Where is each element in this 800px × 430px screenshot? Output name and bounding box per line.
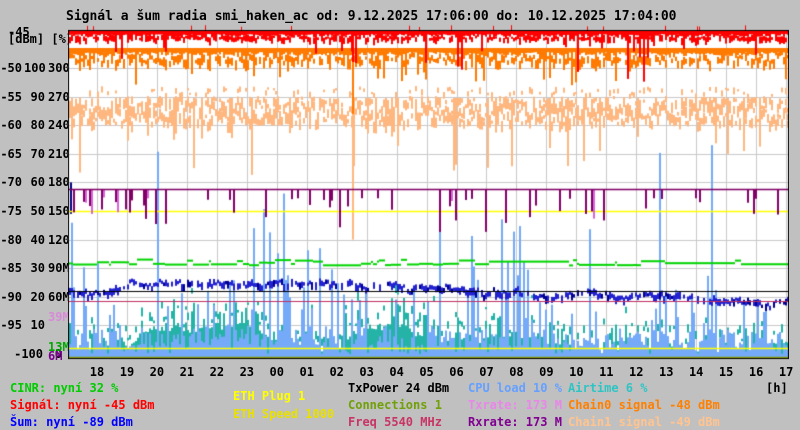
legend-rxrate: Rxrate: 173 M — [468, 415, 562, 429]
x-axis-tick-04: 04 — [389, 365, 404, 379]
legend-eth-speed: ETH Speed 1000 — [233, 407, 335, 421]
legend-connections: Connections 1 — [348, 398, 442, 412]
x-axis-tick-22: 22 — [209, 365, 225, 379]
legend-cinr: CINR: nyní 32 % — [10, 381, 119, 395]
legend-txrate: Txrate: 173 M — [468, 398, 562, 412]
x-axis-tick-05: 05 — [419, 365, 434, 379]
legend-hour-unit: [h] — [766, 381, 788, 395]
x-axis-tick-23: 23 — [239, 365, 255, 379]
y-axis-row: -85 30 90M — [0, 261, 70, 275]
y-axis-row: -55 90 270M — [0, 90, 77, 104]
legend-signal: Signál: nyní -45 dBm — [10, 398, 155, 412]
legend-cpu: CPU load 10 % — [468, 381, 562, 395]
legend-txpower: TxPower 24 dBm — [348, 381, 450, 395]
y-axis-extra-label-6m: 6M — [48, 349, 63, 363]
x-axis-tick-14: 14 — [688, 365, 704, 379]
x-axis-tick-10: 10 — [569, 365, 584, 379]
x-axis-tick-12: 12 — [629, 365, 644, 379]
x-axis-tick-01: 01 — [299, 365, 314, 379]
legend-freq: Freq 5540 MHz — [348, 415, 442, 429]
y-axis-extra-label-39m: 39M — [48, 310, 70, 324]
legend-chain0: Chain0 signal -48 dBm — [568, 398, 720, 412]
x-axis-tick-15: 15 — [718, 365, 734, 379]
x-axis-tick-18: 18 — [89, 365, 105, 379]
y-axis-row: -50 100 300M — [0, 61, 77, 75]
x-axis-tick-03: 03 — [359, 365, 374, 379]
y-axis-row: -100 0 — [14, 347, 62, 361]
y-axis-row: -75 50 150M — [0, 204, 77, 218]
legend-chain1: Chain1 signal -49 dBm — [568, 415, 720, 429]
x-axis-tick-21: 21 — [179, 365, 195, 379]
x-axis-tick-06: 06 — [449, 365, 464, 379]
y-axis-top-label: -45 — [8, 25, 30, 39]
legend-eth-plug: ETH Plug 1 — [233, 389, 306, 403]
x-axis-tick-02: 02 — [329, 365, 344, 379]
x-axis-tick-08: 08 — [509, 365, 524, 379]
x-axis-tick-09: 09 — [539, 365, 554, 379]
x-axis-tick-07: 07 — [479, 365, 494, 379]
y-axis-row: -95 10 — [0, 318, 45, 332]
y-axis-unit-label: [dBm] [%] — [8, 32, 74, 46]
signal-noise-chart — [68, 22, 789, 360]
y-axis-row: -60 80 240M — [0, 118, 77, 132]
y-axis-extra-label-13m: 13M — [48, 340, 70, 354]
x-axis-tick-19: 19 — [119, 365, 135, 379]
y-axis-row: -70 60 180M — [0, 175, 77, 189]
x-axis-tick-16: 16 — [748, 365, 764, 379]
x-axis-tick-17: 17 — [778, 365, 794, 379]
x-axis-tick-00: 00 — [269, 365, 284, 379]
x-axis-tick-20: 20 — [149, 365, 165, 379]
y-axis-row: -80 40 120M — [0, 233, 77, 247]
x-axis-tick-13: 13 — [659, 365, 674, 379]
legend-sum: Šum: nyní -89 dBm — [10, 415, 133, 429]
x-axis-tick-11: 11 — [599, 365, 614, 379]
y-axis-row: -65 70 210M — [0, 147, 77, 161]
legend-airtime: Airtime 6 % — [568, 381, 648, 395]
graph-title: Signál a šum radia smi_haken_ac od: 9.12… — [66, 9, 677, 24]
y-axis-row: -90 20 60M — [0, 290, 70, 304]
